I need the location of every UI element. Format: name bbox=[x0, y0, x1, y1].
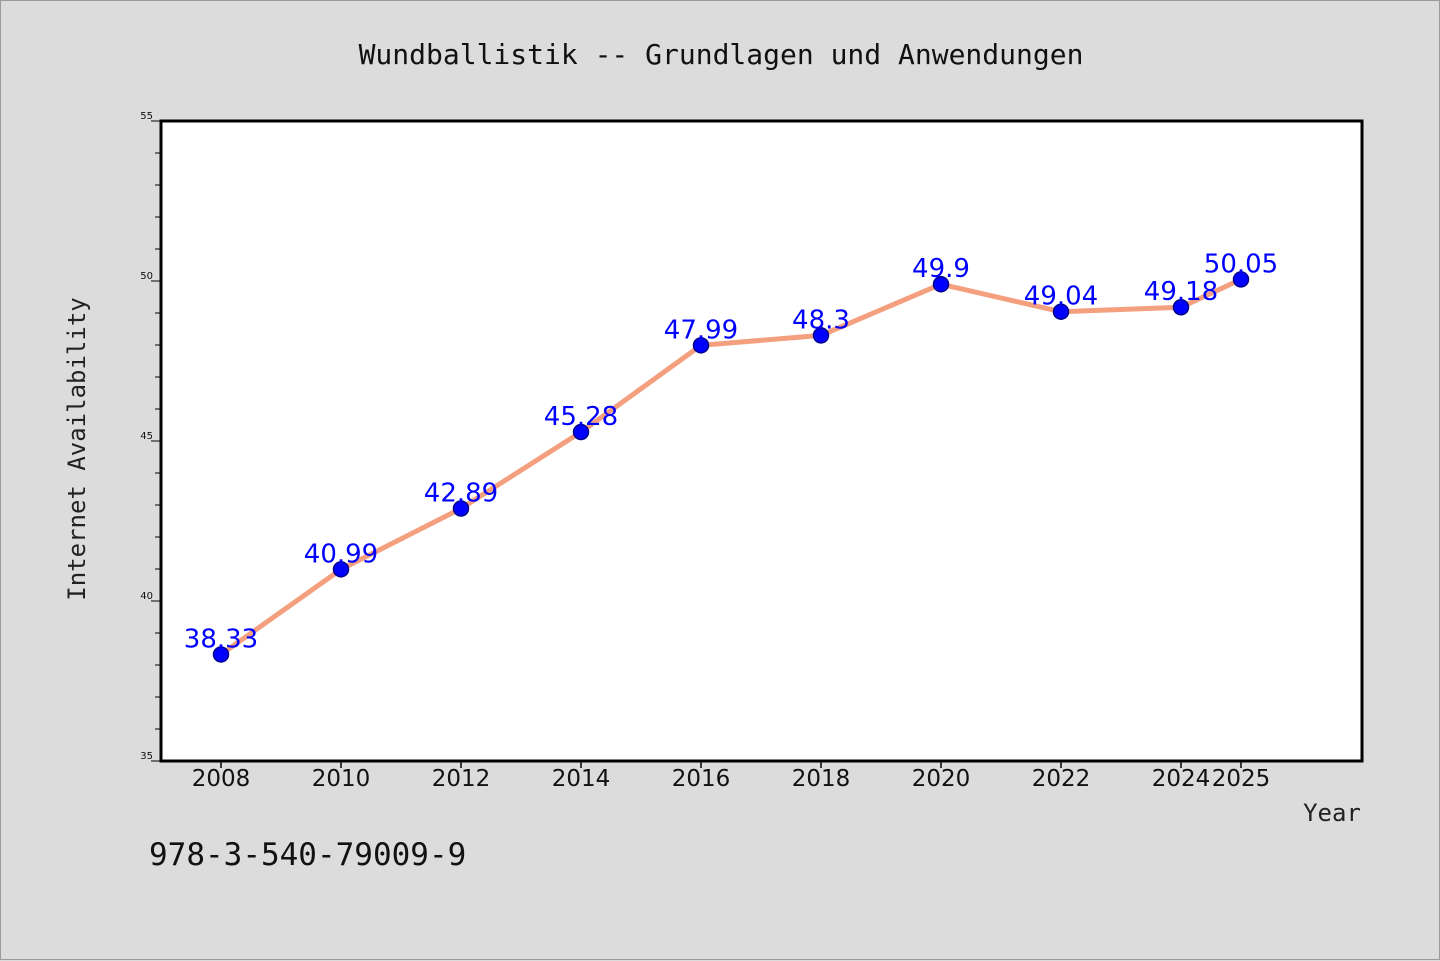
x-tick-label: 2016 bbox=[672, 766, 731, 792]
data-point bbox=[1172, 298, 1190, 316]
data-label: 40.99 bbox=[304, 539, 378, 569]
plot-area bbox=[161, 121, 1362, 761]
y-tick-label: 40 bbox=[140, 591, 153, 602]
x-tick-label: 2022 bbox=[1032, 766, 1091, 792]
data-point bbox=[332, 561, 350, 578]
x-tick-label: 2014 bbox=[552, 766, 611, 792]
data-point bbox=[452, 500, 470, 517]
series-line bbox=[218, 276, 1244, 657]
x-tick-label: 2025 bbox=[1212, 766, 1271, 792]
data-point bbox=[932, 275, 950, 293]
data-point bbox=[692, 337, 710, 354]
x-axis-label: Year bbox=[1303, 799, 1361, 827]
data-label: 50.05 bbox=[1204, 249, 1278, 279]
x-tick-label: 2020 bbox=[912, 766, 971, 792]
x-axis: 2008 2010 2012 2014 2016 2018 2020 2022 2024 2025 bbox=[192, 761, 1271, 792]
data-point bbox=[1232, 271, 1250, 288]
data-label: 49.04 bbox=[1024, 282, 1098, 312]
x-tick-label: 2008 bbox=[192, 766, 251, 792]
data-point bbox=[212, 646, 230, 663]
y-axis: 35 40 45 50 55 bbox=[140, 111, 161, 762]
plot-border bbox=[159, 119, 1364, 763]
data-point bbox=[812, 327, 830, 344]
isbn-footnote: 978-3-540-79009-9 bbox=[149, 837, 466, 873]
x-tick-label: 2024 bbox=[1152, 766, 1211, 792]
data-label: 49.18 bbox=[1144, 277, 1218, 307]
data-label: 47.99 bbox=[664, 315, 738, 345]
x-tick-label: 2018 bbox=[792, 766, 851, 792]
data-label: 42.89 bbox=[424, 479, 498, 509]
data-label: 38.33 bbox=[184, 624, 258, 654]
y-tick-label: 35 bbox=[140, 751, 153, 762]
data-label: 49.9 bbox=[912, 254, 970, 284]
y-tick-label: 45 bbox=[140, 431, 153, 442]
data-label: 45.28 bbox=[544, 402, 618, 432]
data-point bbox=[572, 423, 590, 441]
data-point bbox=[1052, 303, 1070, 320]
data-label: 48.3 bbox=[792, 305, 850, 335]
x-tick-label: 2012 bbox=[432, 766, 491, 792]
y-tick-label: 55 bbox=[140, 111, 153, 122]
x-tick-label: 2010 bbox=[312, 766, 371, 792]
series-layer: 38.33 40.99 42.89 45.28 47.99 48.3 49.9 49.04 49… bbox=[184, 249, 1278, 663]
y-axis-label: Internet Availability bbox=[63, 297, 91, 600]
y-tick-label: 50 bbox=[140, 271, 153, 282]
chart-title: Wundballistik -- Grundlagen und Anwendun… bbox=[359, 38, 1084, 71]
